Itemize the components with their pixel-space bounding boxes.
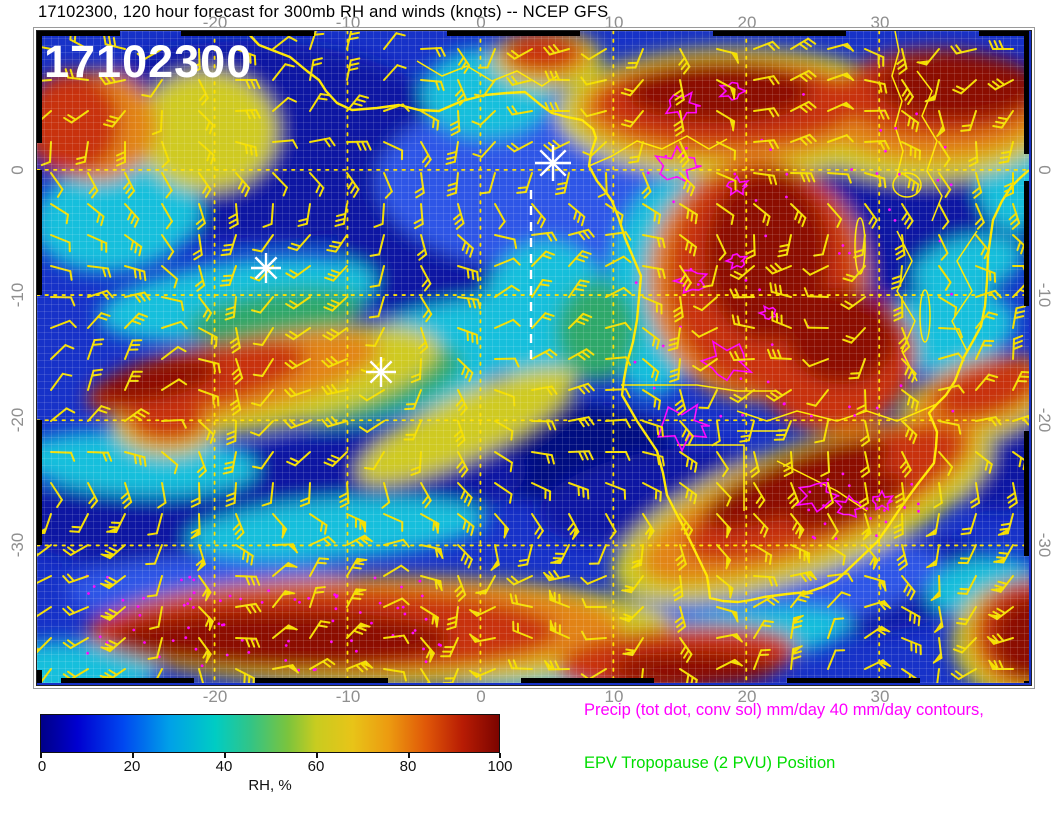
lon-tick-bottom: 10 bbox=[604, 687, 624, 706]
colorbar-tick bbox=[40, 753, 42, 758]
plot-outer-frame bbox=[33, 27, 1035, 689]
colorbar-tick-label: 20 bbox=[123, 758, 141, 775]
lon-tick-bottom: 20 bbox=[737, 687, 757, 706]
colorbar-tick-label: 0 bbox=[37, 758, 47, 775]
map-plot: 17102300 bbox=[36, 30, 1032, 686]
lon-tick-bottom: -20 bbox=[202, 687, 228, 706]
lat-tick-right: -30 bbox=[1035, 532, 1054, 558]
lon-tick-top: 0 bbox=[476, 13, 486, 32]
colorbar-tick-label: 40 bbox=[215, 758, 233, 775]
lon-tick-bottom: -10 bbox=[335, 687, 361, 706]
lat-tick-left: -30 bbox=[8, 532, 27, 558]
colorbar-axis-label: RH, % bbox=[248, 777, 292, 794]
lat-tick-right: 0 bbox=[1035, 165, 1054, 175]
colorbar-gradient bbox=[40, 714, 500, 753]
colorbar-tick-label: 100 bbox=[487, 758, 513, 775]
init-time-stamp: 17102300 bbox=[44, 36, 253, 87]
figure-title: 17102300, 120 hour forecast for 300mb RH… bbox=[38, 3, 609, 21]
lon-tick-bottom: 30 bbox=[870, 687, 890, 706]
colorbar-tick bbox=[408, 753, 410, 758]
legend-precip: Precip (tot dot, conv sol) mm/day 40 mm/… bbox=[584, 701, 984, 719]
colorbar-tick-label: 60 bbox=[307, 758, 325, 775]
legend-epv: EPV Tropopause (2 PVU) Position bbox=[584, 754, 836, 772]
lat-tick-right: -10 bbox=[1035, 282, 1054, 308]
lat-tick-left: -10 bbox=[8, 282, 27, 308]
colorbar-tick bbox=[224, 753, 226, 758]
lon-tick-bottom: 0 bbox=[476, 687, 486, 706]
lat-tick-right: -20 bbox=[1035, 407, 1054, 433]
colorbar-tick bbox=[499, 753, 501, 758]
lat-tick-left: 0 bbox=[8, 165, 27, 175]
colorbar-tick bbox=[132, 753, 134, 758]
colorbar-tick bbox=[316, 753, 318, 758]
rh-field-map bbox=[37, 31, 1029, 683]
lat-tick-left: -20 bbox=[8, 407, 27, 433]
colorbar-tick-label: 80 bbox=[399, 758, 417, 775]
